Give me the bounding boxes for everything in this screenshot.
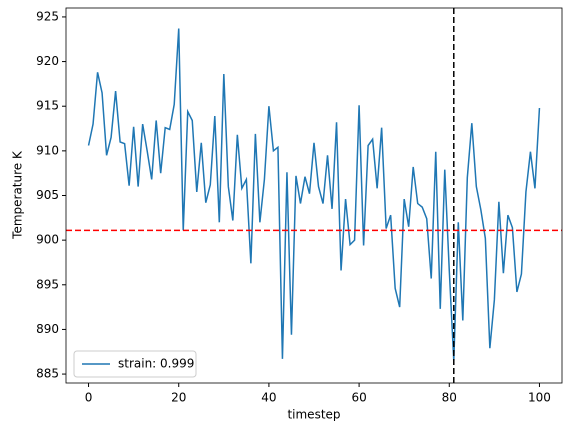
y-tick-label: 890 bbox=[36, 322, 59, 336]
x-tick-label: 0 bbox=[85, 391, 93, 405]
plot-frame bbox=[65, 7, 563, 384]
legend-label: strain: 0.999 bbox=[118, 357, 194, 371]
x-tick-label: 60 bbox=[351, 391, 366, 405]
x-tick-label: 20 bbox=[171, 391, 186, 405]
x-tick-label: 80 bbox=[442, 391, 457, 405]
x-tick-label: 100 bbox=[528, 391, 551, 405]
y-tick-label: 885 bbox=[36, 367, 59, 381]
y-tick-label: 895 bbox=[36, 277, 59, 291]
x-tick-label: 40 bbox=[261, 391, 276, 405]
y-tick-label: 900 bbox=[36, 233, 59, 247]
y-tick-label: 905 bbox=[36, 188, 59, 202]
y-tick-label: 915 bbox=[36, 99, 59, 113]
data-line bbox=[87, 28, 541, 361]
y-tick-label: 920 bbox=[36, 54, 59, 68]
y-tick-label: 910 bbox=[36, 143, 59, 157]
x-axis-label: timestep bbox=[287, 408, 340, 422]
y-axis-label: Temperature K bbox=[11, 150, 25, 240]
y-tick-label: 925 bbox=[36, 9, 59, 23]
legend-box bbox=[73, 350, 197, 378]
